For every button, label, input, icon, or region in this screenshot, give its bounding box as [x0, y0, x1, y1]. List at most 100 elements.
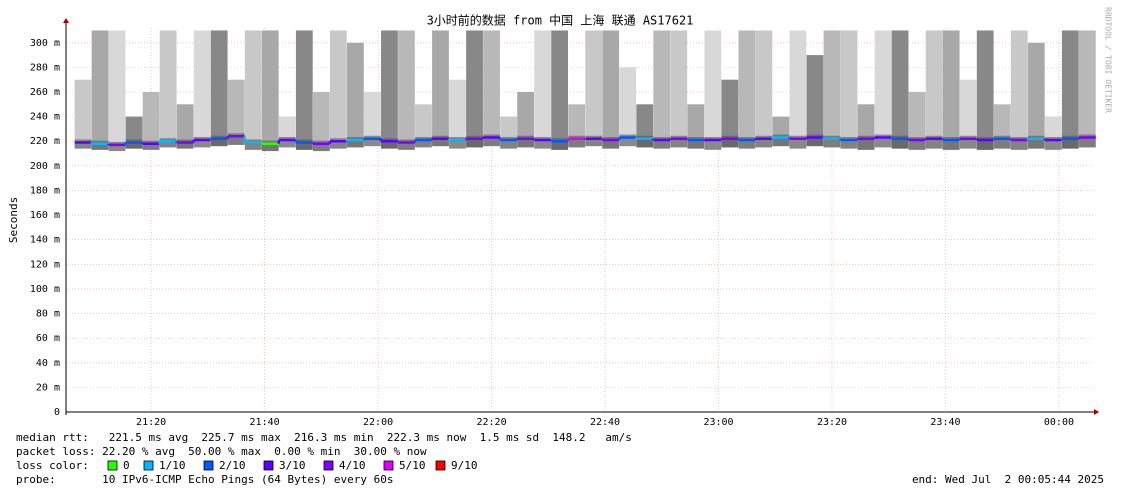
legend-title: loss color:	[16, 459, 89, 472]
smoke-core	[466, 135, 483, 148]
y-tick-label: 200 m	[30, 161, 60, 172]
smoke-core	[687, 137, 705, 149]
x-tick-label: 22:40	[590, 417, 620, 428]
smoke-core	[483, 134, 500, 147]
x-tick-label: 21:40	[250, 417, 280, 428]
x-tick-label: 23:20	[817, 417, 847, 428]
x-tick-label: 23:00	[703, 417, 733, 428]
smoke-range	[755, 30, 773, 148]
y-tick-label: 80 m	[36, 309, 60, 320]
legend-label: 9/10	[451, 459, 478, 472]
smoke-core	[210, 135, 228, 147]
smoke-core	[755, 135, 773, 148]
y-tick-label: 180 m	[30, 185, 60, 196]
smoke-core	[500, 137, 517, 149]
smoke-range	[483, 30, 500, 147]
legend-label: 0	[123, 459, 130, 472]
x-tick-label: 22:00	[363, 417, 393, 428]
smoke-range	[789, 30, 807, 149]
x-tick-label: 22:20	[476, 417, 506, 428]
smoke-range	[1061, 30, 1079, 149]
legend-swatch	[203, 460, 214, 471]
legend-swatch	[107, 460, 118, 471]
smoke-core	[670, 135, 688, 148]
smoke-range	[91, 30, 109, 150]
smoke-range	[295, 30, 313, 150]
y-axis-label: Seconds	[7, 197, 20, 243]
legend-label: 1/10	[159, 459, 186, 472]
smoke-range	[874, 30, 892, 148]
smoke-range	[108, 30, 126, 152]
legend-swatch	[435, 460, 446, 471]
smoke-range	[670, 30, 688, 148]
smoke-core	[295, 139, 313, 150]
smoke-core	[568, 135, 586, 148]
smoke-core	[636, 135, 654, 148]
y-tick-label: 240 m	[30, 112, 60, 123]
smoke-core	[823, 135, 841, 148]
y-tick-label: 160 m	[30, 210, 60, 221]
smoke-range	[619, 67, 637, 147]
smoke-range	[159, 30, 177, 148]
smoke-range	[449, 79, 466, 149]
smoke-range	[74, 79, 92, 149]
legend-label: 2/10	[219, 459, 246, 472]
smoke-range	[942, 30, 960, 150]
smoke-range	[704, 30, 722, 150]
legend-swatch	[143, 460, 154, 471]
probe: probe: 10 IPv6-ICMP Echo Pings (64 Bytes…	[16, 473, 394, 486]
smoke-core	[772, 134, 790, 147]
chart-title: 3小时前的数据 from 中国 上海 联通 AS17621	[427, 13, 694, 28]
smoke-core	[653, 137, 671, 149]
y-tick-label: 140 m	[30, 235, 60, 246]
smoke-range	[602, 30, 620, 149]
smoke-range	[925, 30, 943, 149]
legend-swatch	[323, 460, 334, 471]
smoke-core	[381, 138, 398, 149]
smoke-range	[346, 42, 364, 148]
smoke-range	[908, 92, 926, 150]
smoke-range	[1078, 30, 1096, 148]
side-text: RRDTOOL / TOBI OETIKER	[1104, 7, 1113, 113]
smoke-core	[619, 134, 637, 147]
smoke-range	[312, 92, 330, 152]
y-tick-label: 60 m	[36, 333, 60, 344]
smoke-core	[125, 139, 143, 149]
smoke-core	[278, 137, 296, 148]
smoke-core	[517, 135, 534, 148]
axis-arrow	[1094, 409, 1099, 415]
smoke-range	[840, 30, 858, 149]
smoke-range	[738, 30, 756, 149]
smoke-core	[244, 139, 262, 150]
smoke-range	[432, 30, 449, 147]
smoke-core	[74, 139, 92, 149]
smoke-core	[432, 135, 449, 147]
smoke-core	[176, 139, 194, 149]
x-tick-label: 23:40	[930, 417, 960, 428]
stats-line: median rtt: 221.5 ms avg 225.7 ms max 21…	[16, 431, 632, 444]
smoke-range	[1027, 42, 1045, 149]
y-tick-label: 280 m	[30, 62, 60, 73]
smoke-core	[738, 137, 756, 149]
smoke-core	[398, 139, 415, 150]
smoke-core	[329, 138, 347, 149]
smoke-range	[534, 30, 552, 149]
smoke-range	[329, 30, 347, 149]
smoke-range	[381, 30, 398, 149]
smoke-core	[227, 133, 245, 145]
smoke-core	[312, 140, 330, 152]
smoke-range	[806, 55, 824, 147]
y-tick-label: 120 m	[30, 259, 60, 270]
smoke-range	[976, 30, 994, 150]
y-tick-label: 100 m	[30, 284, 60, 295]
smoke-range	[1010, 30, 1028, 150]
smoke-range	[227, 79, 245, 145]
legend-label: 5/10	[399, 459, 426, 472]
smoke-range	[244, 30, 262, 150]
smoke-core	[108, 141, 126, 152]
y-tick-label: 40 m	[36, 358, 60, 369]
smoke-core	[534, 137, 552, 149]
y-tick-label: 0	[54, 407, 60, 418]
y-tick-label: 300 m	[30, 38, 60, 49]
y-tick-label: 20 m	[36, 382, 60, 393]
